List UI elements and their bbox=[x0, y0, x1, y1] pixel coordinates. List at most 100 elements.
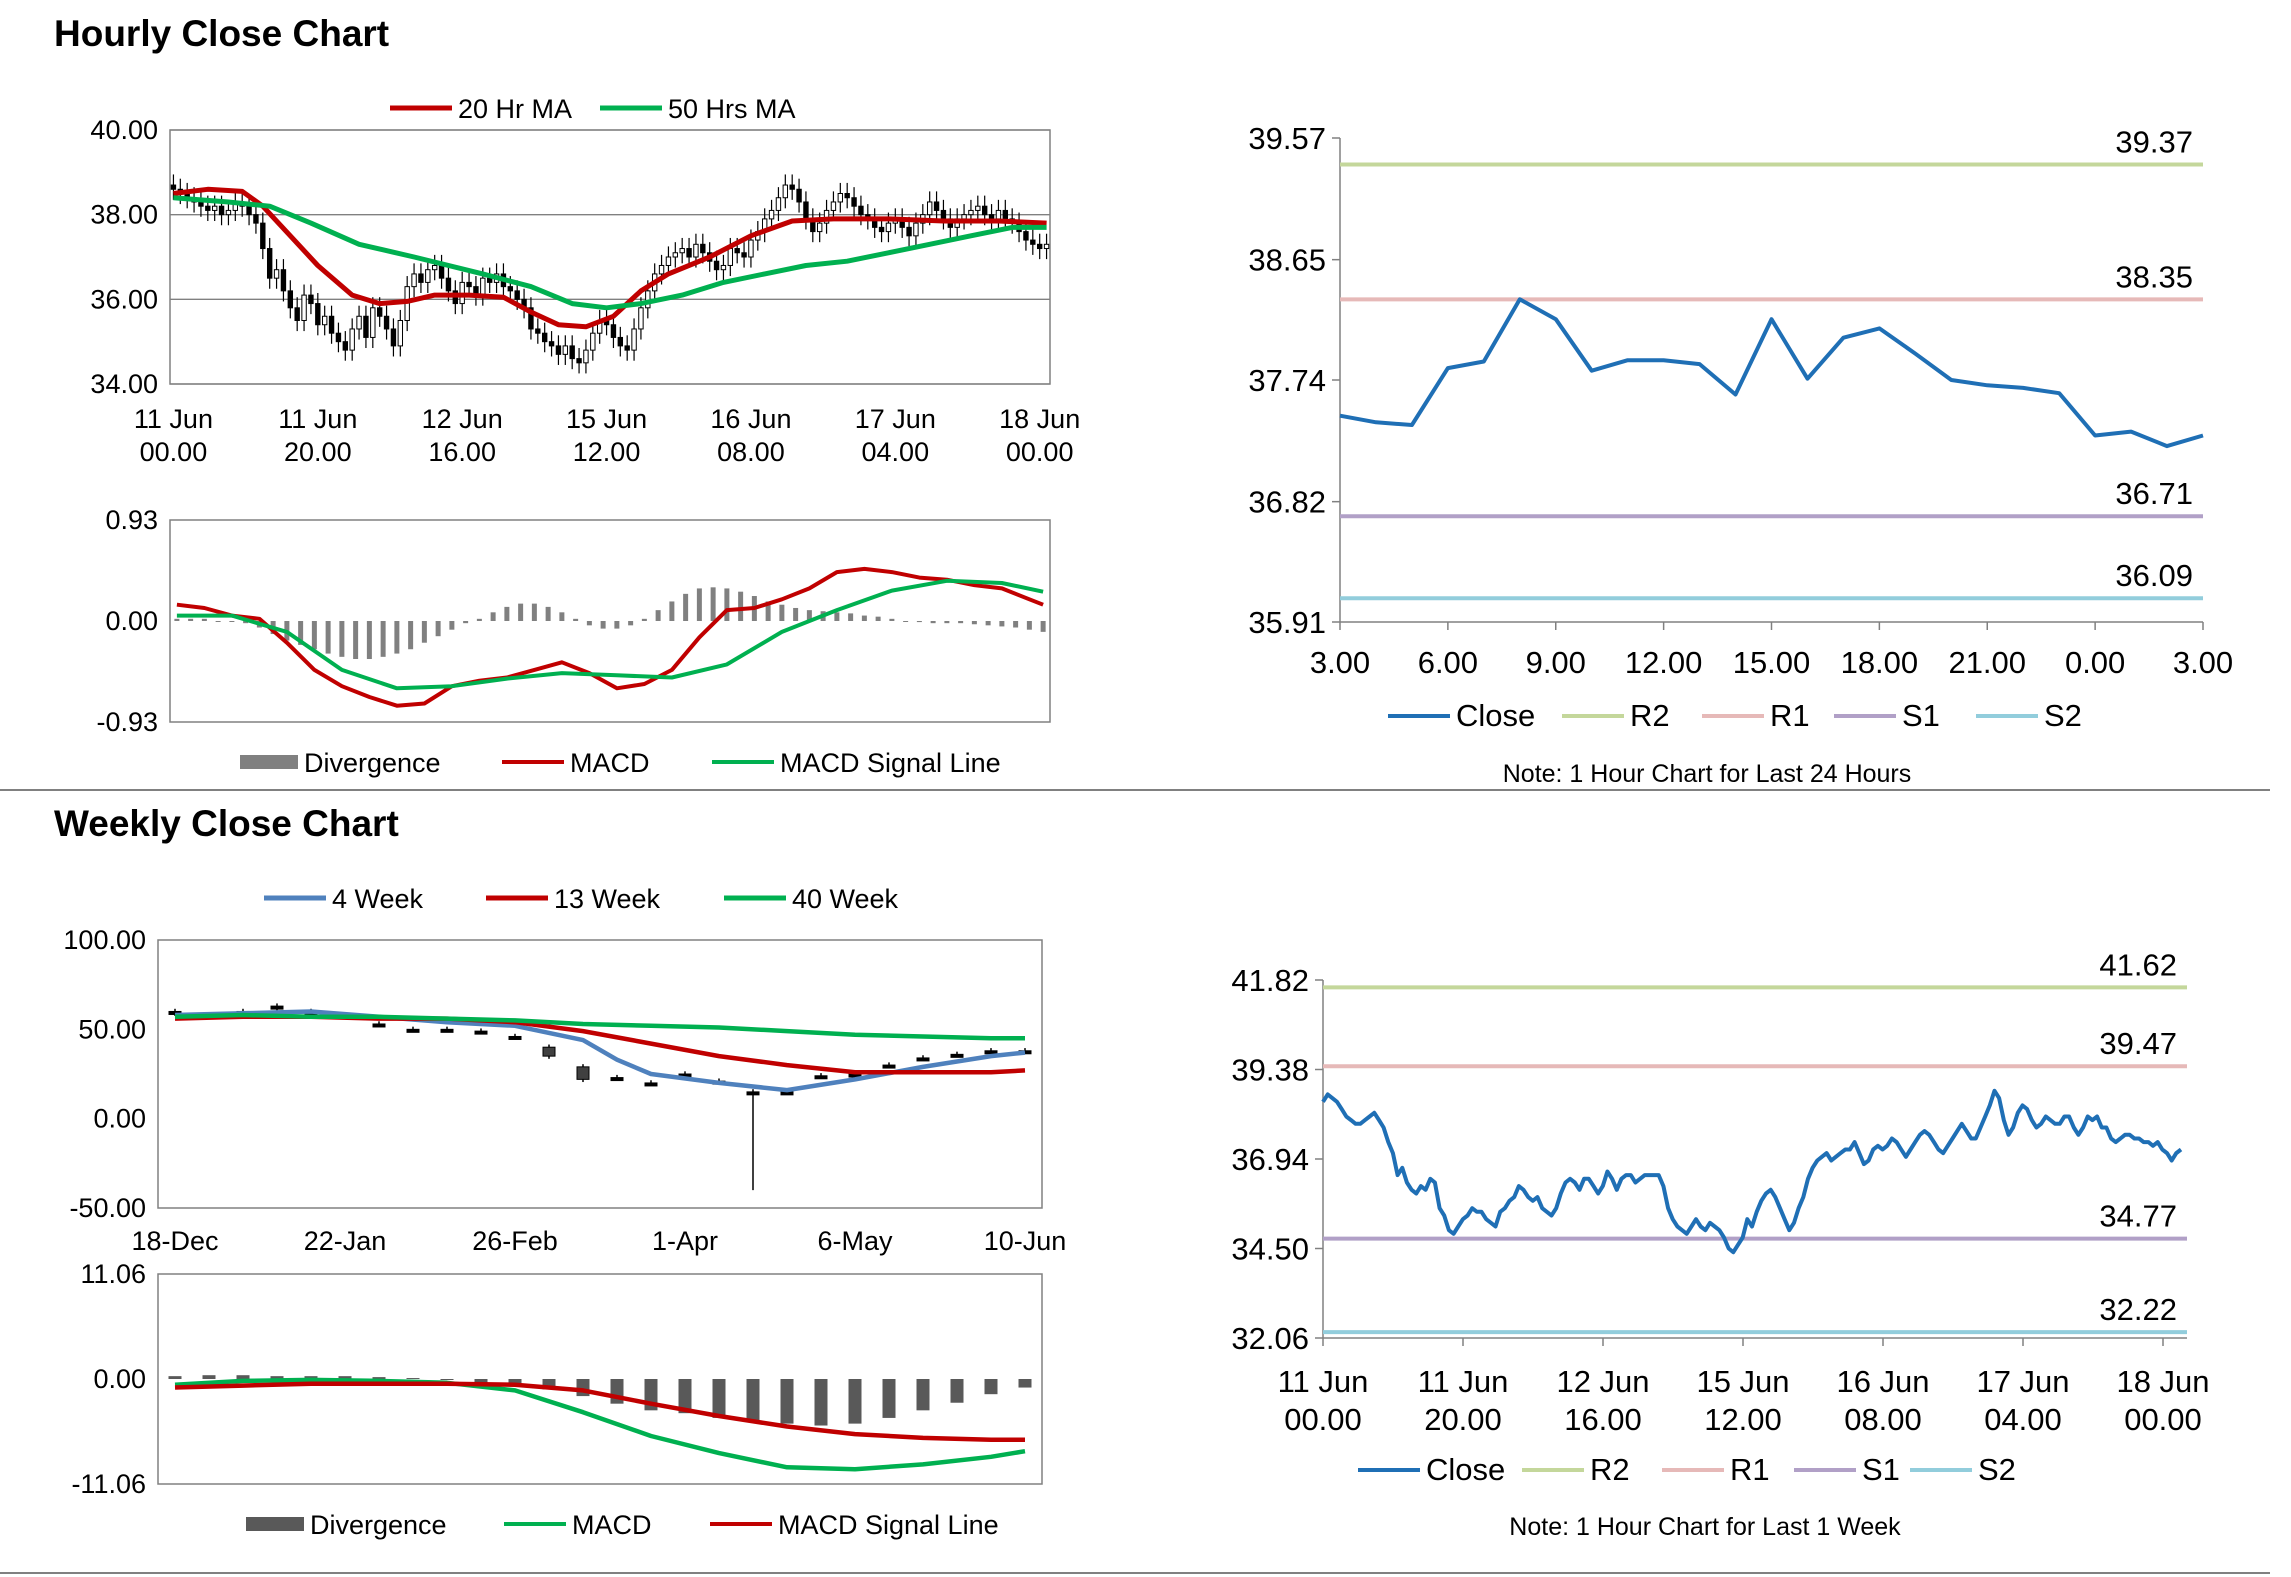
candle-body bbox=[814, 1075, 828, 1080]
y-tick-label: 32.06 bbox=[1231, 1321, 1309, 1356]
close-line bbox=[1321, 1088, 2183, 1255]
candle-body bbox=[480, 277, 486, 296]
y-tick-label: -11.06 bbox=[71, 1469, 146, 1499]
candle-body bbox=[975, 205, 981, 211]
legend-4week-label: 4 Week bbox=[332, 884, 424, 914]
x-tick-label: 1-Apr bbox=[652, 1226, 718, 1256]
candle-body bbox=[474, 1030, 488, 1035]
candle-body bbox=[486, 277, 493, 283]
candle-body bbox=[438, 264, 445, 279]
divergence-bar bbox=[1013, 621, 1019, 628]
divergence-bar bbox=[408, 621, 414, 650]
y-tick-label: 100.00 bbox=[63, 925, 146, 955]
candle-body bbox=[225, 209, 232, 216]
candle-body bbox=[981, 205, 988, 216]
candle-body bbox=[372, 1023, 386, 1028]
candle-body bbox=[950, 1053, 964, 1058]
candle-body bbox=[638, 307, 644, 330]
x-tick-label: 10-Jun bbox=[984, 1226, 1067, 1256]
candle-body bbox=[789, 184, 795, 190]
divergence-bar bbox=[916, 1379, 930, 1411]
legend-signal-label: MACD Signal Line bbox=[780, 748, 1001, 778]
y-tick-label: 36.00 bbox=[90, 284, 158, 314]
candle-body bbox=[397, 320, 404, 347]
divergence-bar bbox=[875, 616, 881, 621]
candle-body bbox=[672, 252, 679, 258]
candle-body bbox=[906, 226, 912, 237]
x-tick-label: 15 Jun bbox=[1696, 1364, 1789, 1399]
candle-body bbox=[280, 269, 287, 292]
candle-body bbox=[768, 209, 775, 220]
x-tick-label: 20.00 bbox=[1424, 1402, 1502, 1437]
y-tick-label: 38.00 bbox=[90, 200, 158, 230]
divergence-bar bbox=[236, 1375, 250, 1379]
divergence-bar bbox=[542, 1379, 556, 1390]
legend-divergence-swatch bbox=[240, 755, 298, 769]
divergence-bar bbox=[338, 1376, 352, 1379]
legend-close-label: Close bbox=[1426, 1452, 1505, 1487]
candle-body bbox=[610, 324, 617, 338]
candle-body bbox=[913, 222, 919, 237]
divergence-bar bbox=[765, 601, 771, 621]
y-tick-label: 0.00 bbox=[105, 606, 158, 636]
candle-body bbox=[713, 260, 720, 271]
candle-body bbox=[693, 243, 699, 258]
candle-body bbox=[830, 201, 837, 211]
candle-body bbox=[803, 201, 809, 220]
candle-body bbox=[617, 336, 624, 347]
candle-body bbox=[562, 345, 569, 355]
x-tick-label: 15.00 bbox=[1733, 645, 1811, 680]
legend-s1-label: S1 bbox=[1902, 698, 1940, 733]
divergence-bar bbox=[339, 621, 345, 657]
x-tick-label: 12 Jun bbox=[422, 404, 503, 434]
divergence-bar bbox=[380, 621, 386, 657]
divergence-bar bbox=[678, 1379, 692, 1414]
divergence-bar bbox=[229, 621, 235, 622]
legend-s1-label: S1 bbox=[1862, 1452, 1900, 1487]
divergence-bar bbox=[984, 1379, 998, 1395]
candle-body bbox=[665, 256, 672, 266]
legend-r2-label: R2 bbox=[1630, 698, 1670, 733]
divergence-bar bbox=[508, 1379, 522, 1386]
x-tick-label: 21.00 bbox=[1948, 645, 2026, 680]
divergence-bar bbox=[201, 618, 207, 621]
divergence-bar bbox=[559, 612, 565, 621]
y-tick-label: 34.00 bbox=[90, 369, 158, 399]
divergence-bar bbox=[861, 615, 867, 621]
candle-body bbox=[961, 214, 967, 220]
candle-body bbox=[376, 307, 383, 317]
x-tick-label: 3.00 bbox=[2173, 645, 2233, 680]
divergence-bar bbox=[372, 1377, 386, 1379]
candle-body bbox=[916, 1057, 930, 1062]
x-tick-label: 11 Jun bbox=[1418, 1364, 1509, 1399]
macd-signal-line bbox=[174, 1381, 1025, 1443]
candle-body bbox=[445, 277, 452, 292]
candle-body bbox=[440, 1028, 454, 1033]
y-tick-label: -0.93 bbox=[96, 707, 158, 737]
candle-body bbox=[988, 214, 995, 220]
ma50-line bbox=[173, 195, 1047, 311]
candle-body bbox=[984, 1050, 998, 1055]
candle-body bbox=[266, 248, 273, 279]
candle-body bbox=[425, 269, 431, 283]
divergence-bar bbox=[490, 612, 496, 621]
divergence-bar bbox=[449, 621, 455, 630]
candle-body bbox=[816, 222, 823, 233]
divergence-bar bbox=[889, 618, 895, 621]
hourly-section-title: Hourly Close Chart bbox=[54, 13, 389, 54]
divergence-bar bbox=[848, 613, 854, 621]
level-label-s2: 32.22 bbox=[2099, 1292, 2177, 1327]
candle-body bbox=[837, 193, 844, 203]
candle-body bbox=[926, 201, 933, 216]
candle-body bbox=[858, 205, 864, 216]
y-tick-label: 0.93 bbox=[105, 505, 158, 535]
divergence-bar bbox=[834, 612, 840, 621]
candle-body bbox=[885, 222, 892, 233]
y-tick-label: 0.00 bbox=[93, 1364, 146, 1394]
divergence-bar bbox=[476, 618, 482, 621]
divergence-bar bbox=[712, 1379, 726, 1418]
candle-body bbox=[301, 294, 307, 322]
candle-body bbox=[576, 1066, 590, 1080]
candle-body bbox=[624, 345, 630, 351]
legend-divergence-label: Divergence bbox=[304, 748, 441, 778]
